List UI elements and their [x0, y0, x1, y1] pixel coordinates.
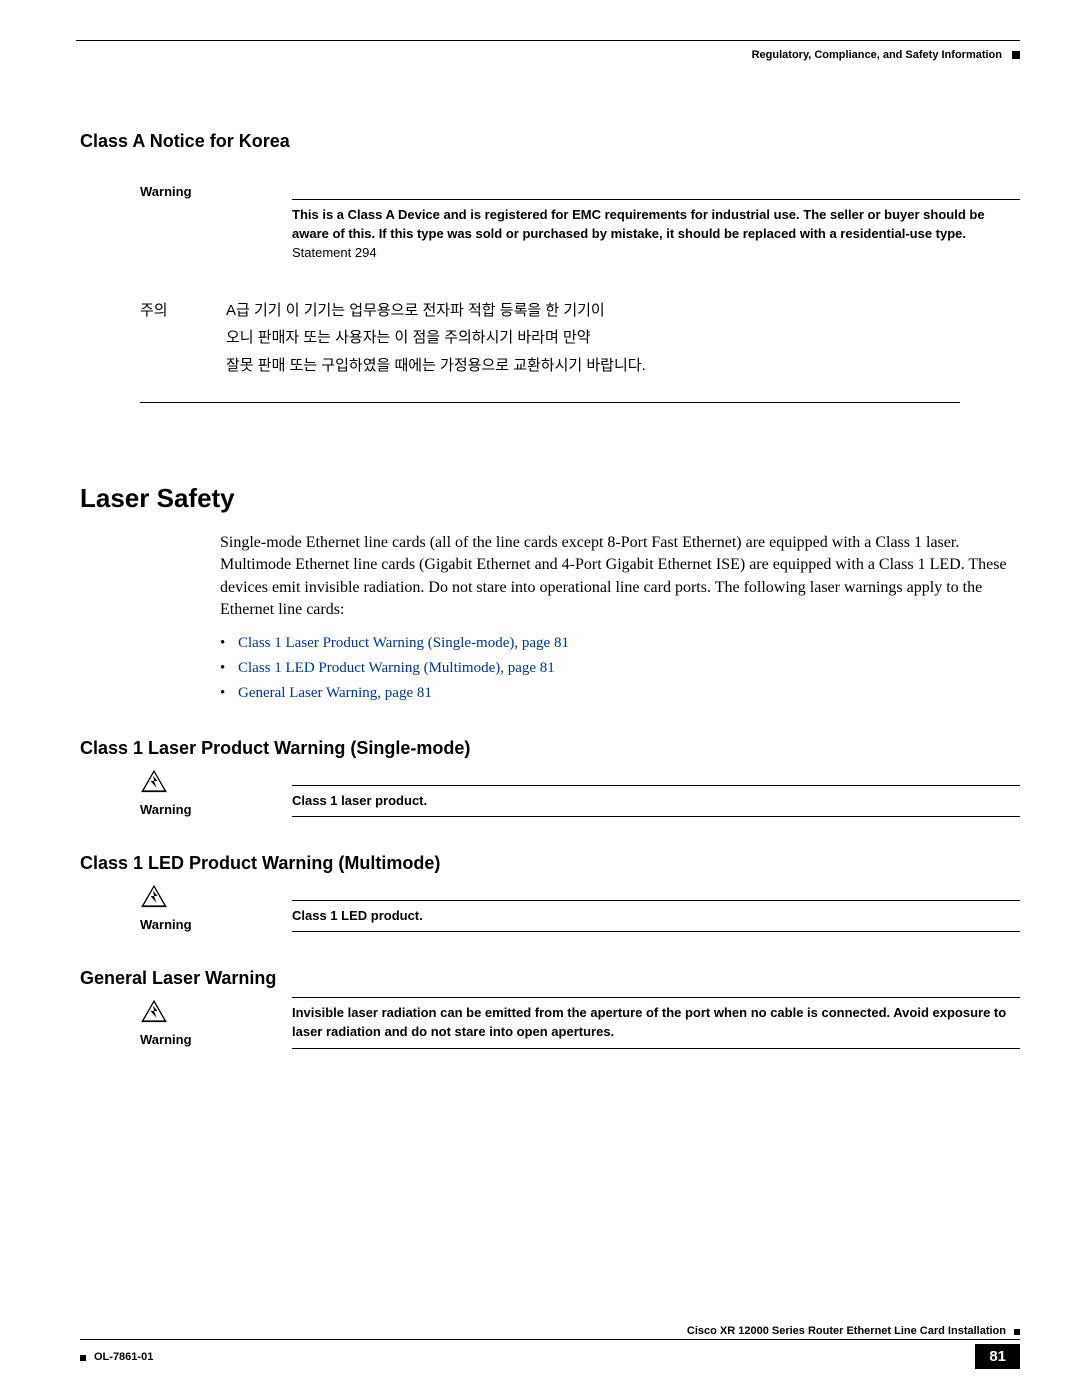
heading-korea: Class A Notice for Korea	[80, 131, 1020, 152]
page-header: Regulatory, Compliance, and Safety Infor…	[76, 40, 1020, 61]
doc-id: OL-7861-01	[94, 1351, 153, 1363]
link-multimode[interactable]: Class 1 LED Product Warning (Multimode),…	[238, 660, 1020, 677]
warning-korea-en: Warning This is a Class A Device and is …	[140, 182, 1020, 263]
kr-body: A급 기기 이 기기는 업무용으로 전자파 적합 등록을 한 기기이 오니 판매…	[226, 297, 960, 380]
header-marker	[1012, 51, 1020, 59]
warning-text: Class 1 LED product.	[292, 907, 1020, 926]
chapter-title: Regulatory, Compliance, and Safety Infor…	[752, 49, 1002, 61]
heading-warn-multi: Class 1 LED Product Warning (Multimode)	[80, 853, 1020, 874]
warning-text: Class 1 laser product.	[292, 792, 1020, 811]
page-content: Class A Notice for Korea Warning This is…	[80, 61, 1020, 1049]
warning-icon	[140, 999, 168, 1023]
warning-icon	[140, 769, 168, 793]
laser-paragraph: Single-mode Ethernet line cards (all of …	[220, 532, 1020, 622]
link-single-mode[interactable]: Class 1 Laser Product Warning (Single-mo…	[238, 635, 1020, 652]
warning-korea-kr: 주의 A급 기기 이 기기는 업무용으로 전자파 적합 등록을 한 기기이 오니…	[140, 297, 960, 403]
warn-multi-block: Warning Class 1 LED product.	[140, 882, 1020, 932]
heading-warn-general: General Laser Warning	[80, 968, 1020, 989]
warning-label: Warning	[140, 184, 192, 199]
kr-label: 주의	[140, 297, 210, 380]
warn-general-block: Warning Invisible laser radiation can be…	[140, 997, 1020, 1049]
heading-laser-safety: Laser Safety	[80, 483, 1020, 514]
warning-label: Warning	[140, 802, 280, 817]
footer-marker	[1014, 1329, 1020, 1335]
link-general[interactable]: General Laser Warning, page 81	[238, 685, 1020, 702]
book-title: Cisco XR 12000 Series Router Ethernet Li…	[687, 1325, 1006, 1337]
heading-warn-single: Class 1 Laser Product Warning (Single-mo…	[80, 738, 1020, 759]
page-number: 81	[975, 1344, 1020, 1369]
warn-single-block: Warning Class 1 laser product.	[140, 767, 1020, 817]
warning-label: Warning	[140, 917, 280, 932]
warning-text: This is a Class A Device and is register…	[292, 206, 1020, 263]
warning-text: Invisible laser radiation can be emitted…	[292, 1004, 1020, 1042]
warning-label: Warning	[140, 1032, 280, 1047]
laser-link-list: Class 1 Laser Product Warning (Single-mo…	[238, 635, 1020, 702]
footer-marker-left	[80, 1355, 86, 1361]
warning-icon	[140, 884, 168, 908]
page-footer: Cisco XR 12000 Series Router Ethernet Li…	[80, 1325, 1020, 1369]
statement-number: Statement 294	[292, 245, 377, 260]
